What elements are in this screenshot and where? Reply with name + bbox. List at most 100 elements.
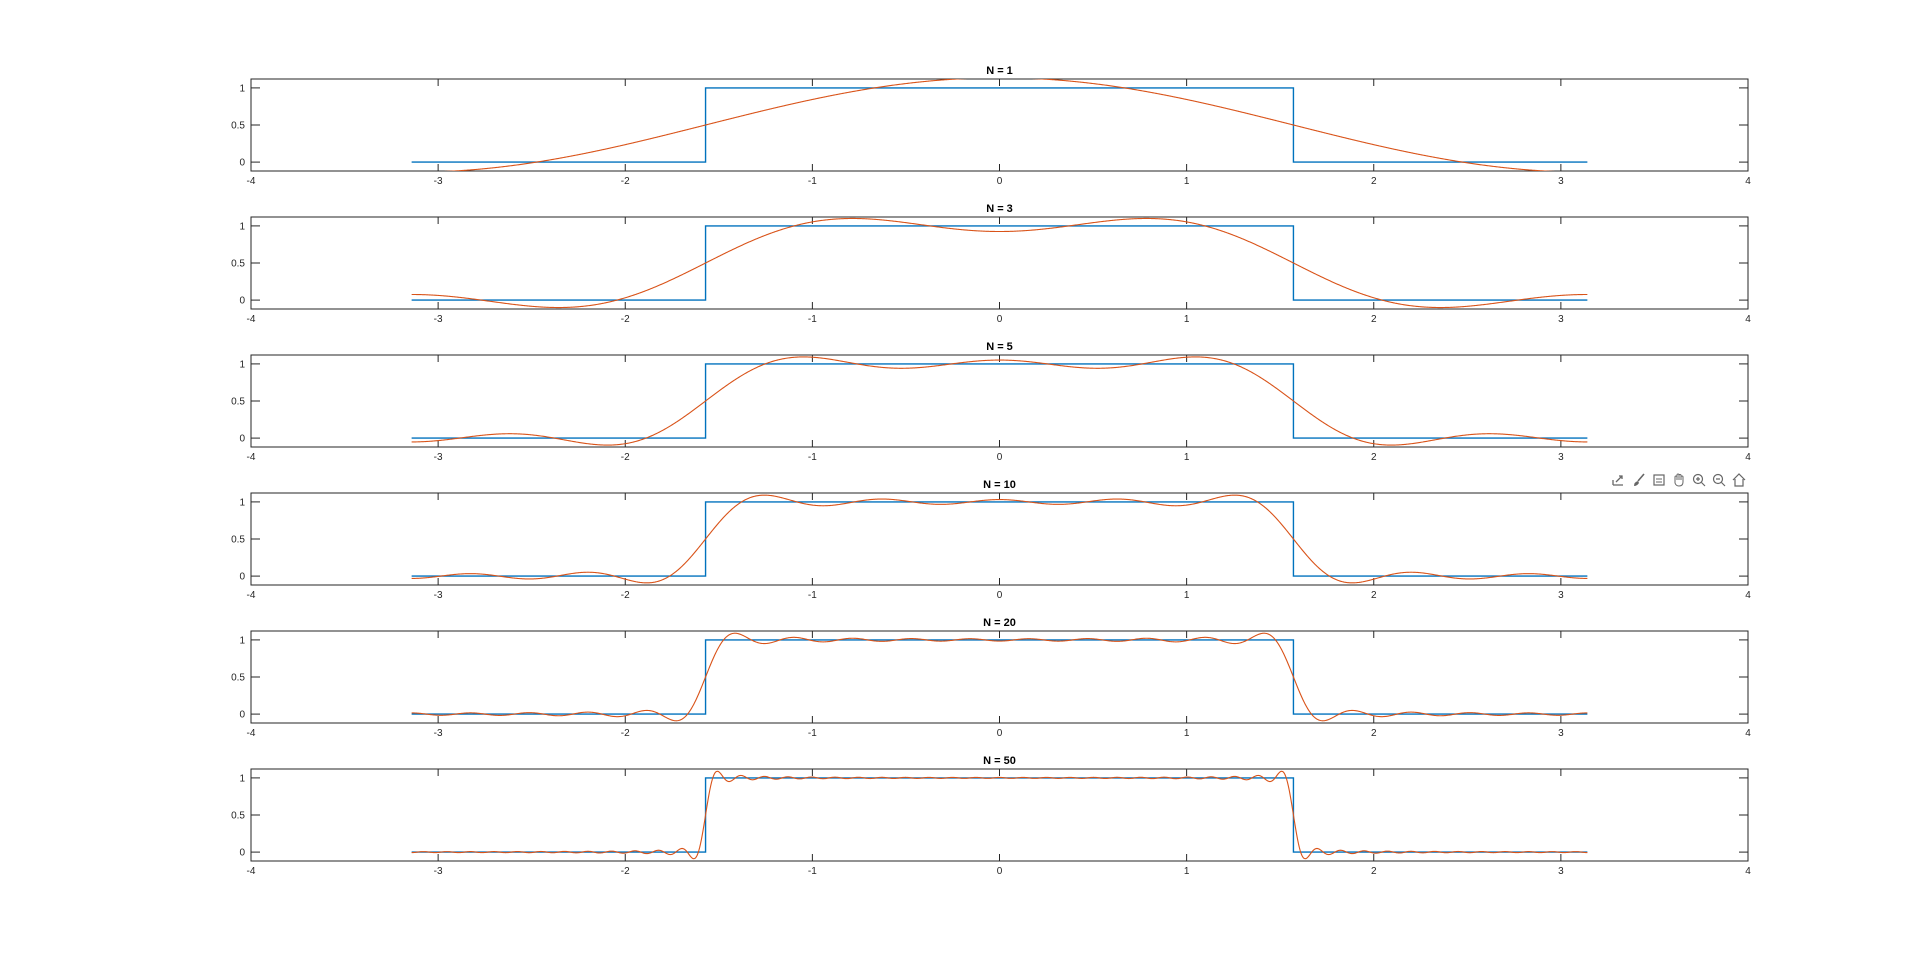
x-tick-label: -2 [621, 728, 630, 739]
subplot-title: N = 3 [986, 203, 1013, 215]
fourier-approx-line [411, 494, 1588, 584]
x-tick-label: 2 [1371, 314, 1377, 325]
axes-box [250, 630, 1749, 724]
x-tick-label: 0 [997, 176, 1003, 187]
y-tick-label: 0 [239, 296, 245, 307]
brush-button[interactable] [1630, 471, 1648, 489]
pan-icon [1674, 473, 1684, 487]
x-tick-label: 1 [1184, 314, 1190, 325]
x-tick-label: -2 [621, 452, 630, 463]
export-icon [1612, 475, 1623, 486]
plot-area [411, 770, 1588, 860]
plot-area [411, 217, 1588, 309]
subplot-6[interactable]: -4 -3 -2 -1 0 1 2 3 4 0 0.5 1 N = 50 [231, 755, 1751, 877]
x-tick-label: 3 [1558, 590, 1564, 601]
x-tick-label: -4 [247, 866, 256, 877]
axes-box [250, 78, 1749, 172]
y-tick-label: 0.5 [231, 673, 245, 684]
square-wave-line [411, 639, 1588, 715]
x-tick-label: 0 [997, 452, 1003, 463]
y-tick-label: 0.5 [231, 397, 245, 408]
x-tick-label: -1 [808, 452, 817, 463]
y-tick-label: 1 [239, 83, 245, 94]
x-tick-label: -2 [621, 590, 630, 601]
x-tick-label: -1 [808, 176, 817, 187]
x-tick-label: 0 [997, 866, 1003, 877]
x-tick-label: 3 [1558, 866, 1564, 877]
x-tick-label: -3 [434, 314, 443, 325]
y-tick-label: 0 [239, 572, 245, 583]
zoom-out-icon [1712, 473, 1726, 487]
x-tick-label: -1 [808, 866, 817, 877]
x-tick-label: 1 [1184, 866, 1190, 877]
subplot-title: N = 1 [986, 65, 1013, 77]
x-tick-label: -3 [434, 866, 443, 877]
axes-box [250, 768, 1749, 862]
x-tick-label: -4 [247, 590, 256, 601]
square-wave-line [411, 225, 1588, 301]
plot-area [411, 356, 1588, 446]
x-tick-label: 4 [1745, 314, 1751, 325]
x-tick-label: 4 [1745, 590, 1751, 601]
x-tick-label: 4 [1745, 176, 1751, 187]
x-tick-label: 2 [1371, 176, 1377, 187]
x-tick-label: -4 [247, 314, 256, 325]
x-tick-label: 4 [1745, 866, 1751, 877]
datatip-button[interactable] [1650, 471, 1668, 489]
x-tick-label: -2 [621, 176, 630, 187]
x-tick-label: 4 [1745, 452, 1751, 463]
x-tick-label: -4 [247, 728, 256, 739]
subplot-2[interactable]: -4 -3 -2 -1 0 1 2 3 4 0 0.5 1 N = 3 [231, 203, 1751, 325]
x-tick-label: 2 [1371, 728, 1377, 739]
subplot-title: N = 10 [983, 479, 1016, 491]
square-wave-line [411, 501, 1588, 577]
axes-box [250, 354, 1749, 448]
pan-button[interactable] [1670, 471, 1688, 489]
x-tick-label: -1 [808, 314, 817, 325]
brush-icon [1634, 473, 1645, 486]
subplot-3[interactable]: -4 -3 -2 -1 0 1 2 3 4 0 0.5 1 N = 5 [231, 341, 1751, 463]
y-tick-label: 1 [239, 221, 245, 232]
x-tick-label: 0 [997, 590, 1003, 601]
plot-area [411, 494, 1588, 584]
subplot-5[interactable]: -4 -3 -2 -1 0 1 2 3 4 0 0.5 1 N = 20 [231, 617, 1751, 739]
x-tick-label: 0 [997, 314, 1003, 325]
fourier-approx-line [411, 217, 1588, 309]
y-tick-label: 0.5 [231, 535, 245, 546]
x-tick-label: 2 [1371, 866, 1377, 877]
y-tick-label: 1 [239, 635, 245, 646]
y-tick-label: 0 [239, 158, 245, 169]
fourier-approx-line [411, 632, 1588, 722]
x-tick-label: -2 [621, 866, 630, 877]
export-button[interactable] [1610, 471, 1628, 489]
x-tick-label: 2 [1371, 452, 1377, 463]
plot-area [411, 79, 1588, 171]
square-wave-line [411, 363, 1588, 439]
y-tick-label: 1 [239, 359, 245, 370]
x-tick-label: -4 [247, 176, 256, 187]
x-tick-label: 1 [1184, 590, 1190, 601]
axes-toolbar [1610, 471, 1748, 489]
y-tick-label: 0 [239, 848, 245, 859]
home-button[interactable] [1730, 471, 1748, 489]
zoom-out-button[interactable] [1710, 471, 1728, 489]
x-tick-label: 0 [997, 728, 1003, 739]
x-tick-label: -1 [808, 590, 817, 601]
datatip-icon [1653, 474, 1665, 486]
zoom-in-button[interactable] [1690, 471, 1708, 489]
y-tick-label: 0.5 [231, 121, 245, 132]
fourier-approx-line [411, 356, 1588, 446]
y-tick-label: 0.5 [231, 259, 245, 270]
fourier-approx-line [411, 770, 1588, 860]
y-tick-label: 0.5 [231, 811, 245, 822]
subplot-4[interactable]: -4 -3 -2 -1 0 1 2 3 4 0 0.5 1 N = 10 [231, 479, 1751, 601]
x-tick-label: 1 [1184, 452, 1190, 463]
y-tick-label: 0 [239, 710, 245, 721]
square-wave-line [411, 87, 1588, 163]
subplot-1[interactable]: -4 -3 -2 -1 0 1 2 3 4 0 0.5 1 N = 1 [231, 65, 1751, 187]
x-tick-label: -3 [434, 728, 443, 739]
plot-area [411, 632, 1588, 722]
fourier-approx-line [443, 79, 1556, 171]
x-tick-label: 4 [1745, 728, 1751, 739]
x-tick-label: 2 [1371, 590, 1377, 601]
